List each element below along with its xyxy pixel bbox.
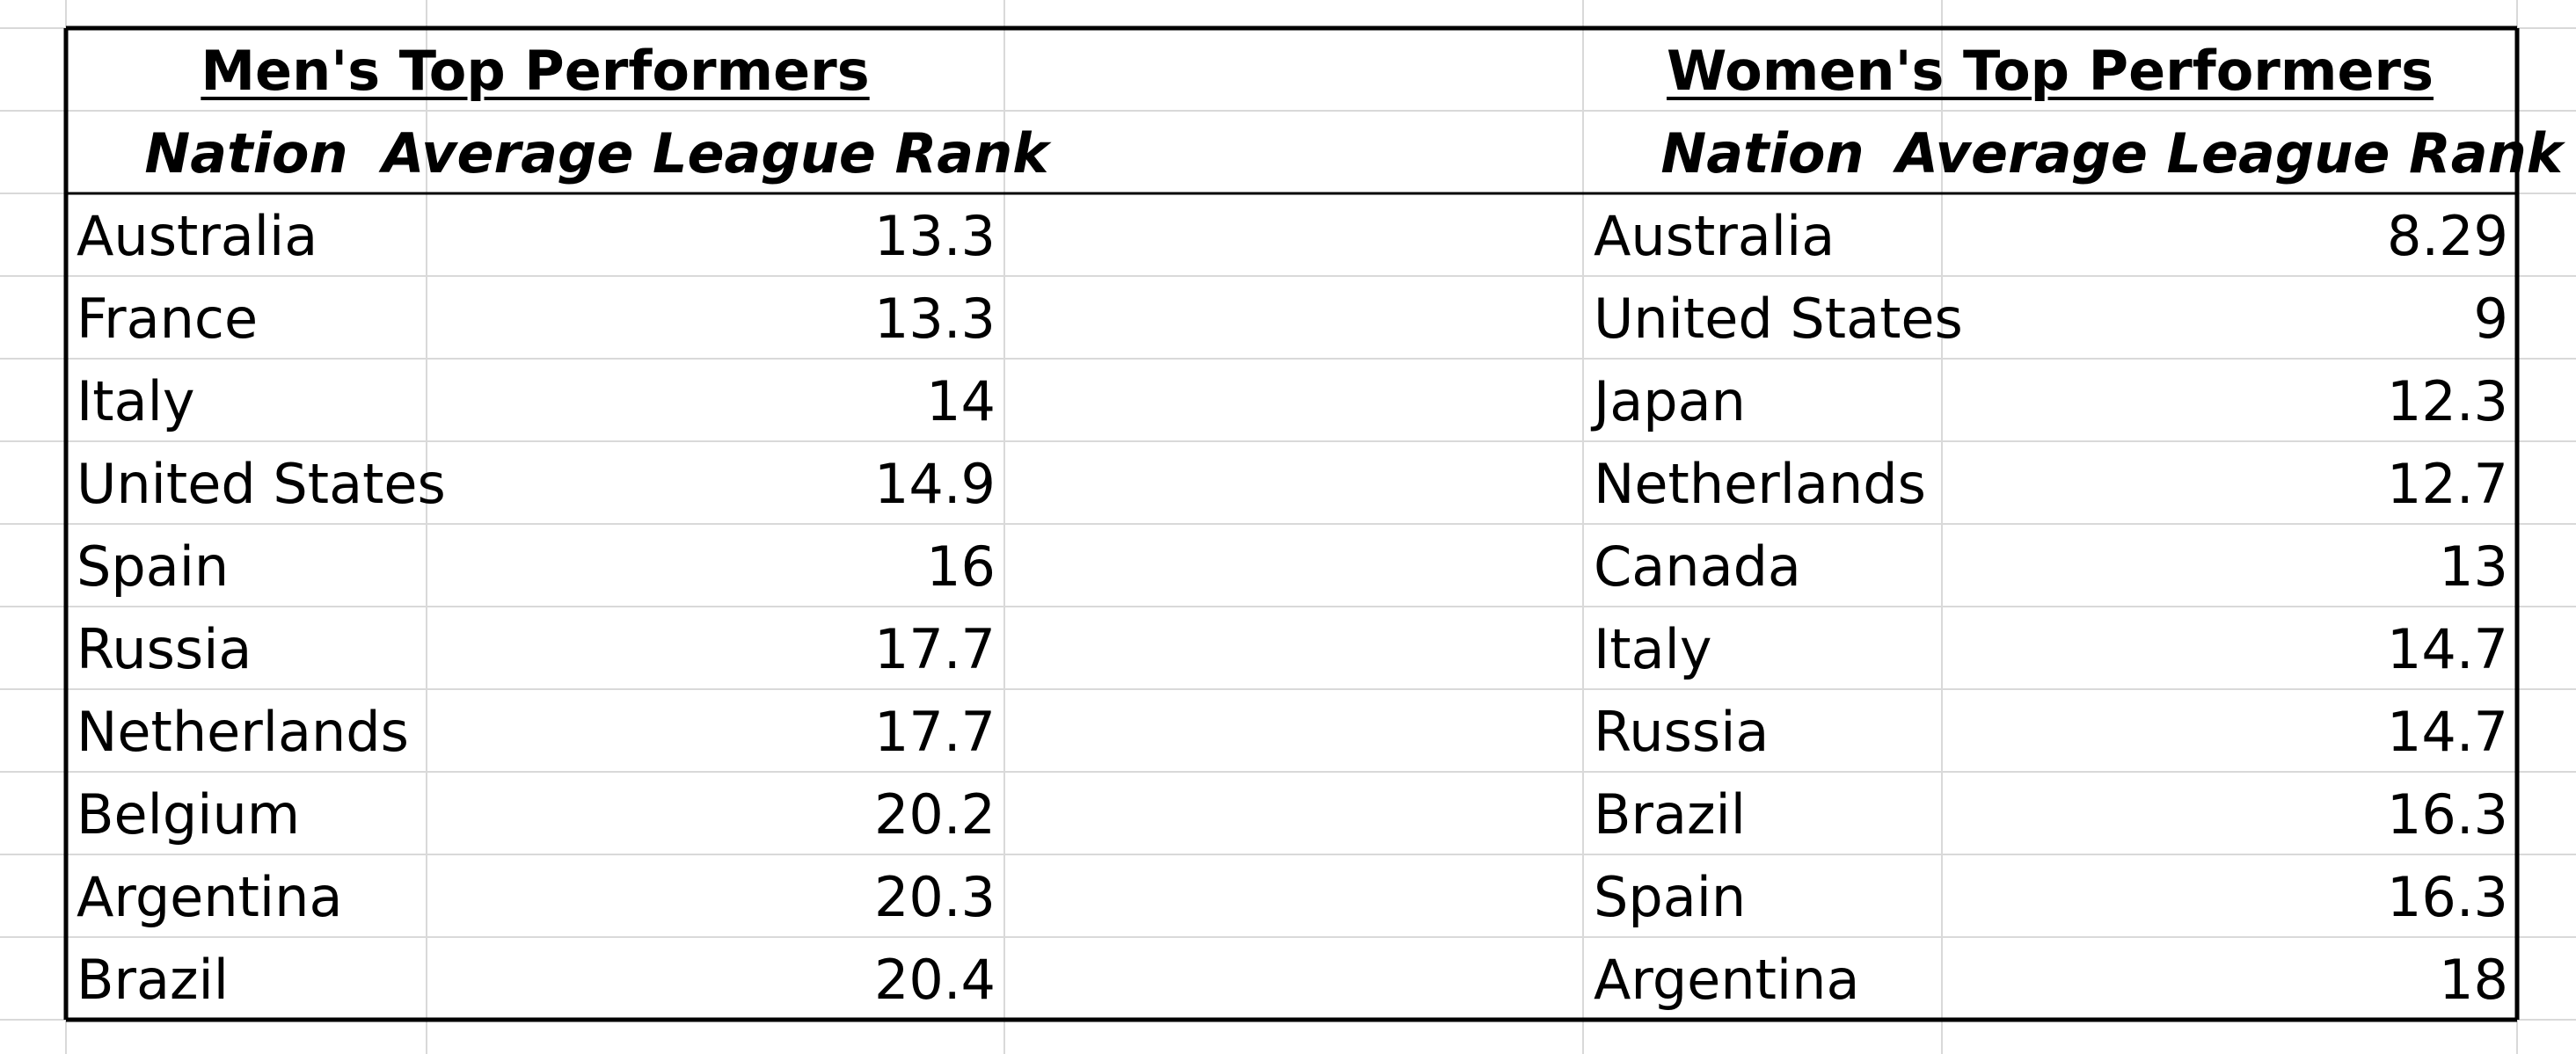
women-rank-cell[interactable]: 9 [2473,287,2508,351]
women-rank-cell[interactable]: 16.3 [2386,782,2508,847]
women-rank-cell[interactable]: 18 [2439,948,2508,1012]
men-nation-cell[interactable]: Russia [77,617,252,681]
women-nation-cell[interactable]: Italy [1594,617,1712,681]
men-nation-cell[interactable]: Netherlands [77,700,409,764]
women-rank-cell[interactable]: 13 [2439,534,2508,599]
men-nation-cell[interactable]: France [77,287,259,351]
men-rank-cell[interactable]: 14.9 [873,452,996,516]
men-rank-cell[interactable]: 20.2 [873,782,996,847]
women-rank-cell[interactable]: 12.7 [2386,452,2508,516]
men-table-title: Men's Top Performers [201,39,870,103]
women-nation-cell[interactable]: Netherlands [1594,452,1926,516]
men-nation-cell[interactable]: Belgium [77,782,301,847]
men-rank-cell[interactable]: 16 [926,534,996,599]
men-rank-cell[interactable]: 13.3 [873,204,996,268]
men-nation-cell[interactable]: Italy [77,369,195,433]
women-nation-header: Nation [1660,121,1864,185]
men-nation-cell[interactable]: United States [77,452,446,516]
men-rank-cell[interactable]: 13.3 [873,287,996,351]
men-rank-cell[interactable]: 17.7 [873,700,996,764]
men-rank-header: Average League Rank [382,121,1049,185]
men-rank-cell[interactable]: 20.3 [873,865,996,929]
men-nation-cell[interactable]: Australia [77,204,318,268]
women-table-title: Women's Top Performers [1667,39,2434,103]
women-nation-cell[interactable]: Russia [1594,700,1770,764]
men-nation-cell[interactable]: Spain [77,534,230,599]
women-nation-cell[interactable]: Canada [1594,534,1801,599]
men-rank-cell[interactable]: 17.7 [873,617,996,681]
women-nation-cell[interactable]: Japan [1594,369,1746,433]
women-nation-cell[interactable]: Spain [1594,865,1747,929]
women-rank-header: Average League Rank [1896,121,2563,185]
women-rank-cell[interactable]: 14.7 [2386,700,2508,764]
men-nation-cell[interactable]: Brazil [77,948,230,1012]
women-nation-cell[interactable]: Brazil [1594,782,1747,847]
women-rank-cell[interactable]: 14.7 [2386,617,2508,681]
men-nation-header: Nation [144,121,348,185]
men-nation-cell[interactable]: Argentina [77,865,343,929]
men-rank-cell[interactable]: 14 [926,369,996,433]
women-nation-cell[interactable]: Argentina [1594,948,1860,1012]
women-rank-cell[interactable]: 8.29 [2386,204,2508,268]
women-rank-cell[interactable]: 16.3 [2386,865,2508,929]
women-nation-cell[interactable]: Australia [1594,204,1835,268]
men-rank-cell[interactable]: 20.4 [873,948,996,1012]
women-rank-cell[interactable]: 12.3 [2386,369,2508,433]
women-nation-cell[interactable]: United States [1594,287,1963,351]
